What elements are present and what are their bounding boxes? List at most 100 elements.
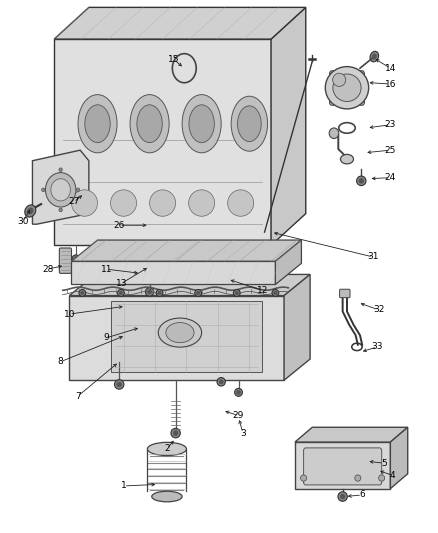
Text: 26: 26 (113, 221, 125, 230)
Ellipse shape (51, 179, 71, 201)
Text: 27: 27 (68, 198, 79, 206)
Ellipse shape (114, 379, 124, 389)
Ellipse shape (372, 54, 377, 59)
Ellipse shape (46, 173, 76, 207)
FancyBboxPatch shape (60, 248, 71, 273)
Ellipse shape (357, 176, 366, 185)
Text: 32: 32 (373, 305, 384, 314)
Text: 29: 29 (233, 411, 244, 420)
Ellipse shape (259, 255, 266, 262)
Ellipse shape (145, 288, 154, 296)
Ellipse shape (166, 322, 194, 343)
Ellipse shape (59, 208, 62, 212)
Ellipse shape (197, 291, 200, 295)
Ellipse shape (148, 442, 187, 456)
Polygon shape (276, 240, 301, 285)
Ellipse shape (237, 390, 240, 394)
Ellipse shape (79, 289, 86, 296)
Ellipse shape (338, 492, 347, 502)
Text: 9: 9 (103, 334, 109, 342)
Ellipse shape (78, 95, 117, 153)
Ellipse shape (147, 255, 154, 262)
Ellipse shape (186, 257, 190, 261)
FancyBboxPatch shape (330, 71, 364, 105)
Text: 10: 10 (64, 310, 75, 319)
Ellipse shape (71, 190, 98, 216)
Text: 6: 6 (359, 490, 365, 499)
Ellipse shape (148, 257, 152, 261)
Text: 16: 16 (385, 79, 396, 88)
Polygon shape (295, 442, 390, 489)
Ellipse shape (59, 168, 62, 172)
Ellipse shape (110, 255, 117, 262)
Ellipse shape (189, 190, 215, 216)
Ellipse shape (340, 155, 353, 164)
Ellipse shape (85, 105, 110, 143)
Ellipse shape (237, 106, 261, 142)
Ellipse shape (158, 291, 161, 295)
Ellipse shape (222, 255, 229, 262)
Text: 24: 24 (385, 173, 396, 182)
Ellipse shape (355, 475, 361, 481)
Ellipse shape (110, 190, 137, 216)
Ellipse shape (171, 429, 180, 438)
Text: 25: 25 (385, 146, 396, 155)
Text: 4: 4 (390, 471, 396, 480)
FancyBboxPatch shape (304, 448, 381, 485)
Polygon shape (71, 261, 276, 285)
Polygon shape (271, 7, 306, 245)
Ellipse shape (228, 190, 254, 216)
Polygon shape (69, 274, 310, 296)
Ellipse shape (158, 318, 201, 347)
Polygon shape (71, 240, 301, 261)
Ellipse shape (370, 51, 378, 62)
Ellipse shape (72, 255, 79, 262)
Ellipse shape (223, 257, 227, 261)
Ellipse shape (130, 95, 169, 153)
Ellipse shape (81, 291, 84, 295)
Ellipse shape (195, 289, 201, 296)
Text: 11: 11 (100, 265, 112, 273)
Ellipse shape (25, 205, 36, 217)
Text: 33: 33 (371, 342, 383, 351)
Text: 3: 3 (240, 429, 246, 438)
Text: 2: 2 (164, 445, 170, 454)
Text: 28: 28 (42, 265, 53, 273)
Ellipse shape (333, 74, 361, 101)
Ellipse shape (148, 290, 152, 294)
Polygon shape (284, 274, 310, 380)
Polygon shape (54, 39, 271, 245)
Ellipse shape (325, 67, 369, 109)
Text: 23: 23 (385, 120, 396, 130)
Ellipse shape (76, 188, 80, 192)
Ellipse shape (261, 257, 264, 261)
Text: 14: 14 (385, 63, 396, 72)
Polygon shape (54, 7, 306, 39)
Polygon shape (69, 296, 284, 380)
Ellipse shape (378, 475, 385, 481)
Text: 7: 7 (75, 392, 81, 401)
Ellipse shape (152, 491, 182, 502)
Polygon shape (32, 150, 89, 224)
Ellipse shape (137, 105, 162, 143)
Ellipse shape (272, 289, 279, 296)
Ellipse shape (340, 494, 345, 499)
Ellipse shape (189, 105, 214, 143)
Ellipse shape (150, 190, 176, 216)
Polygon shape (110, 301, 262, 372)
Text: 31: 31 (367, 253, 379, 262)
FancyBboxPatch shape (339, 289, 350, 298)
Text: 12: 12 (257, 286, 268, 295)
Ellipse shape (333, 73, 346, 86)
Ellipse shape (274, 291, 277, 295)
Text: 8: 8 (58, 357, 64, 366)
Ellipse shape (173, 431, 178, 435)
Ellipse shape (28, 208, 33, 214)
Ellipse shape (217, 377, 225, 386)
Ellipse shape (156, 289, 163, 296)
Ellipse shape (119, 291, 123, 295)
Text: 30: 30 (17, 217, 28, 226)
Ellipse shape (329, 128, 339, 139)
Ellipse shape (219, 379, 223, 384)
Ellipse shape (42, 188, 45, 192)
